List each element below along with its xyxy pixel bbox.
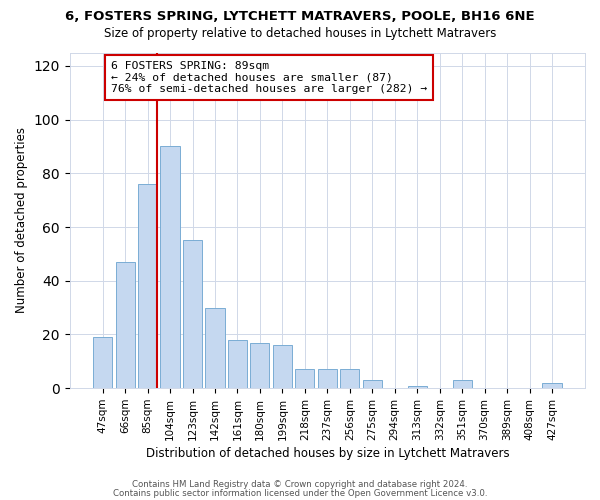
Text: Size of property relative to detached houses in Lytchett Matravers: Size of property relative to detached ho… (104, 28, 496, 40)
Bar (116, 262, 134, 388)
Text: Contains HM Land Registry data © Crown copyright and database right 2024.: Contains HM Land Registry data © Crown c… (132, 480, 468, 489)
Bar (407, 386, 427, 388)
Bar (295, 370, 314, 388)
Bar (273, 345, 292, 388)
Bar (183, 240, 202, 388)
Bar (452, 380, 472, 388)
Bar (318, 370, 337, 388)
Bar (542, 383, 562, 388)
Bar (363, 380, 382, 388)
Text: 6 FOSTERS SPRING: 89sqm
← 24% of detached houses are smaller (87)
76% of semi-de: 6 FOSTERS SPRING: 89sqm ← 24% of detache… (111, 61, 427, 94)
Text: 6, FOSTERS SPRING, LYTCHETT MATRAVERS, POOLE, BH16 6NE: 6, FOSTERS SPRING, LYTCHETT MATRAVERS, P… (65, 10, 535, 23)
Bar (160, 146, 179, 388)
X-axis label: Distribution of detached houses by size in Lytchett Matravers: Distribution of detached houses by size … (146, 447, 509, 460)
Bar (340, 370, 359, 388)
Bar (228, 340, 247, 388)
Y-axis label: Number of detached properties: Number of detached properties (15, 128, 28, 314)
Bar (250, 342, 269, 388)
Bar (93, 337, 112, 388)
Bar (205, 308, 224, 388)
Bar (138, 184, 157, 388)
Text: Contains public sector information licensed under the Open Government Licence v3: Contains public sector information licen… (113, 488, 487, 498)
